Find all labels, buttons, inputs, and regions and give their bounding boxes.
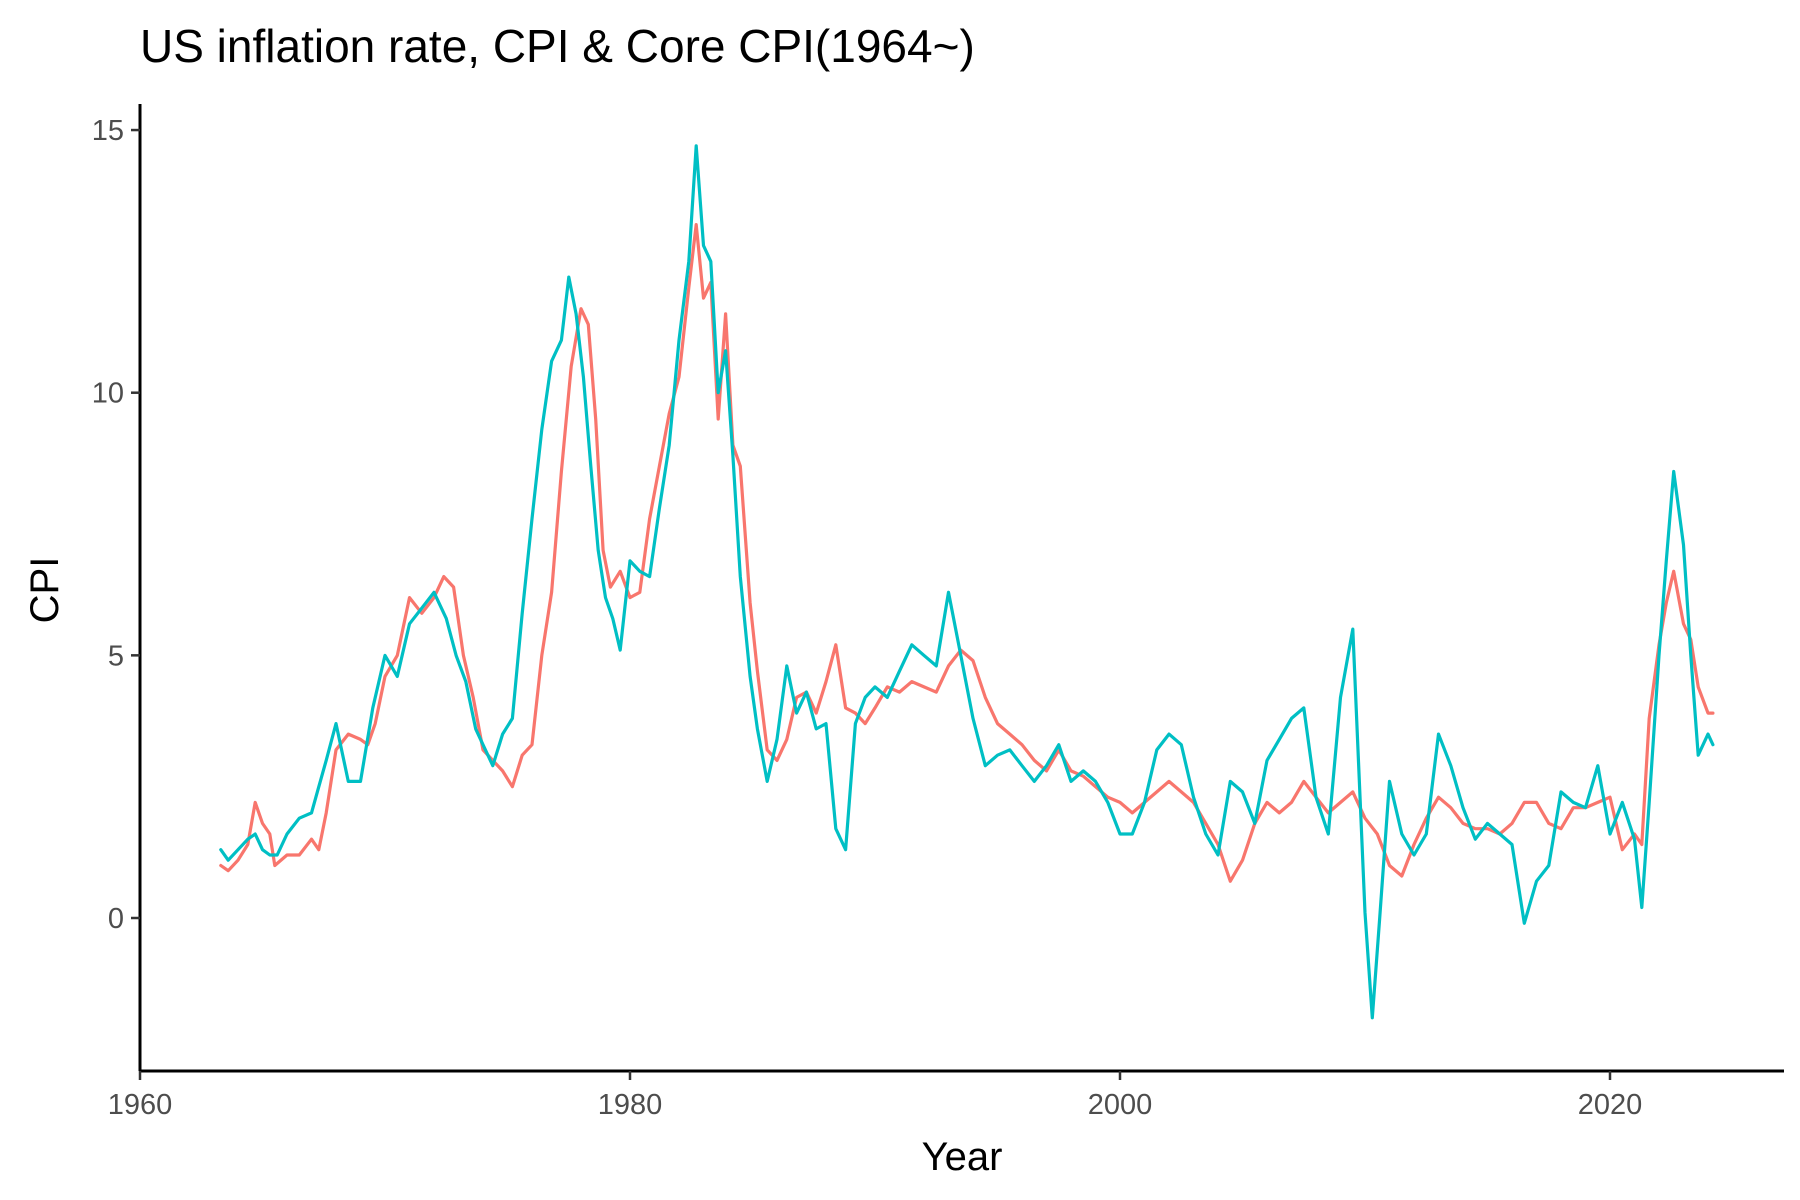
y-tick-label: 15 (92, 115, 124, 147)
series-line-teal (219, 144, 1715, 1020)
chart-title: US inflation rate, CPI & Core CPI(1964~) (140, 20, 975, 72)
x-tick-label: 2000 (1088, 1089, 1153, 1121)
y-axis-ticks: 0 5 10 15 (92, 115, 140, 935)
plot-series-group (219, 144, 1715, 1020)
series-line-red (219, 223, 1715, 883)
y-tick-label: 0 (108, 903, 124, 935)
x-axis-title: Year (922, 1135, 1003, 1179)
y-tick-label: 5 (108, 640, 124, 672)
x-tick-label: 2020 (1578, 1089, 1643, 1121)
y-tick-label: 10 (92, 378, 124, 410)
x-tick-label: 1980 (598, 1089, 663, 1121)
x-axis-ticks: 1960 1980 2000 2020 (108, 1071, 1643, 1121)
x-tick-label: 1960 (108, 1089, 173, 1121)
y-axis-title: CPI (23, 557, 67, 624)
